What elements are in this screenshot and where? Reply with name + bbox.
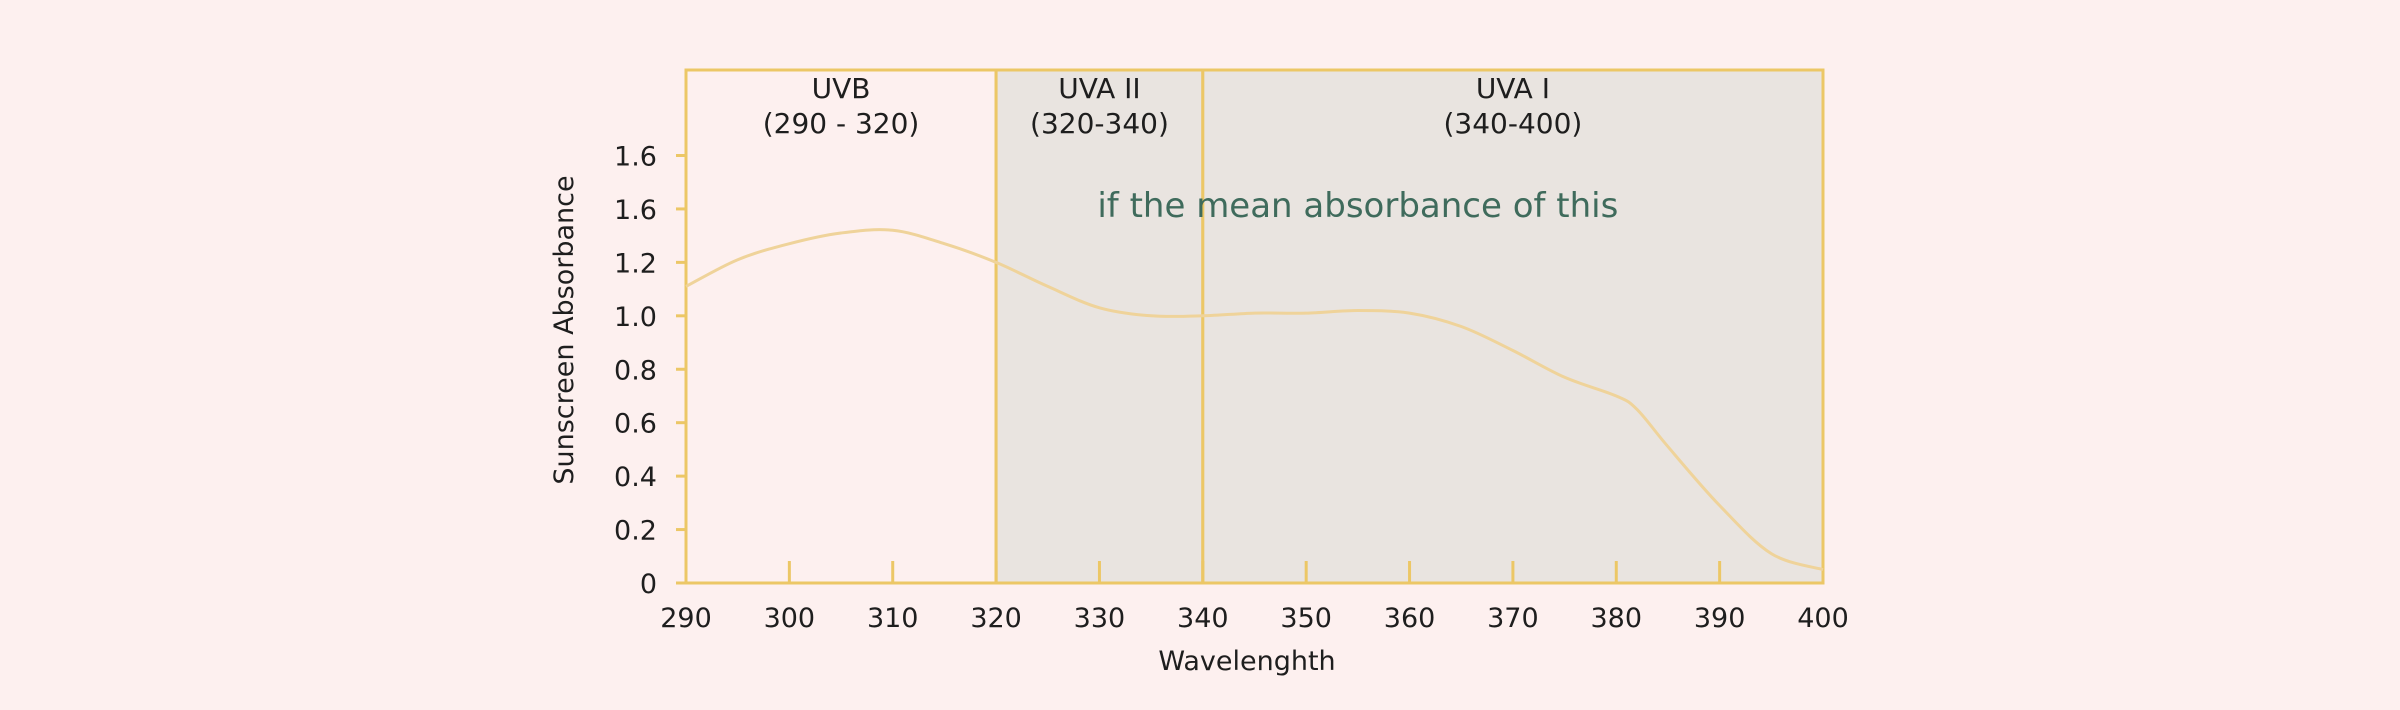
x-tick-label: 390: [1694, 603, 1746, 634]
y-tick-label: 0.6: [614, 409, 657, 440]
x-tick-label: 400: [1797, 603, 1849, 634]
band-uvb: [684, 68, 998, 585]
y-tick-label: 0: [640, 569, 657, 600]
band-layer: [684, 68, 1825, 585]
x-tick-label: 370: [1487, 603, 1539, 634]
x-tick-label: 360: [1384, 603, 1436, 634]
axes-layer: [676, 70, 1825, 585]
band-uva-ii: [994, 68, 1205, 585]
band-uva-i: [1201, 68, 1825, 585]
y-tick-label: 1.6: [614, 195, 657, 226]
x-tick-label: 340: [1177, 603, 1229, 634]
chart-annotation: if the mean absorbance of this: [1097, 186, 1618, 226]
x-tick-label: 380: [1590, 603, 1642, 634]
y-tick-label: 0.2: [614, 516, 657, 547]
x-tick-label: 350: [1280, 603, 1332, 634]
x-tick-label: 330: [1074, 603, 1126, 634]
band-label-0: UVB: [812, 72, 871, 105]
y-tick-label: 0.8: [614, 355, 657, 386]
x-tick-label: 290: [660, 603, 712, 634]
x-tick-label: 310: [867, 603, 919, 634]
y-tick-label: 1.0: [614, 302, 657, 333]
y-tick-label: 1.2: [614, 248, 657, 279]
band-range-label-0: (290 - 320): [763, 107, 920, 140]
y-tick-label: 1.6: [614, 142, 657, 173]
band-range-label-2: (340-400): [1443, 107, 1582, 140]
x-tick-label: 320: [970, 603, 1022, 634]
band-range-label-1: (320-340): [1030, 107, 1169, 140]
x-tick-label: 300: [764, 603, 816, 634]
band-label-2: UVA I: [1476, 72, 1550, 105]
y-tick-label: 0.4: [614, 462, 657, 493]
band-label-1: UVA II: [1058, 72, 1140, 105]
series-line: [685, 228, 1824, 572]
text-layer: Wavelenghth Sunscreen Absorbance if the …: [549, 72, 1849, 677]
x-axis-title: Wavelenghth: [1158, 646, 1335, 677]
series-layer: [685, 228, 1824, 572]
y-axis-title: Sunscreen Absorbance: [549, 175, 580, 484]
